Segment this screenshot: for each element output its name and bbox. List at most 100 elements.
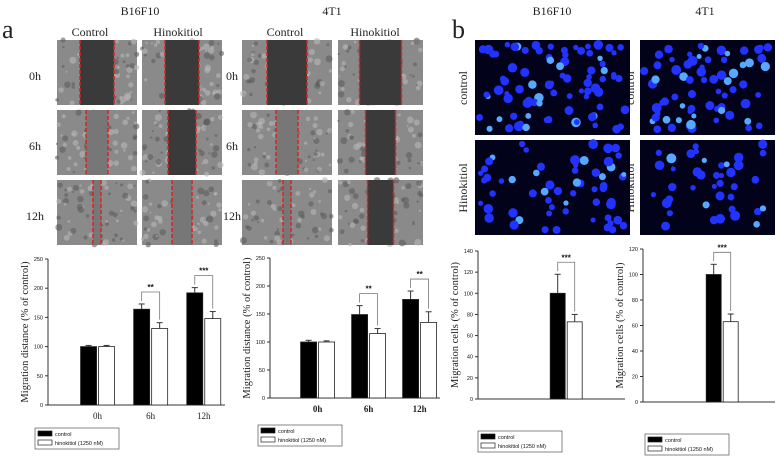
nucleus — [754, 207, 762, 216]
x-tick-label: 0h — [93, 411, 103, 421]
bar-hinokitiol — [204, 318, 222, 406]
nucleus — [592, 122, 599, 129]
cell-texture — [115, 182, 118, 185]
panel-a-letter: a — [2, 15, 14, 44]
nucleus — [478, 200, 484, 206]
nucleus — [715, 191, 725, 201]
nucleus — [615, 152, 622, 159]
cell-texture — [343, 168, 349, 174]
nucleus — [603, 156, 614, 167]
cell-texture — [407, 126, 414, 133]
cell-texture — [115, 219, 119, 223]
cell-texture — [343, 45, 347, 48]
nucleus — [620, 105, 630, 115]
t41-hinokitiol-micrograph — [337, 109, 424, 175]
cell-texture — [313, 116, 319, 121]
nucleus — [573, 162, 579, 168]
nucleus — [718, 106, 726, 115]
nucleus — [744, 117, 752, 125]
cell-texture — [348, 156, 355, 163]
bar-control — [705, 274, 722, 403]
cell-texture — [214, 239, 218, 243]
cell-texture — [63, 234, 70, 241]
legend-swatch-hinokitiol — [480, 442, 496, 449]
nucleus — [727, 193, 735, 201]
cell-texture — [308, 49, 315, 56]
cell-texture — [152, 233, 159, 241]
cell-texture — [345, 129, 349, 133]
cell-texture — [209, 54, 215, 61]
cell-texture — [266, 199, 272, 205]
nucleus — [504, 91, 510, 97]
cell-texture — [268, 120, 274, 126]
cell-texture — [316, 166, 322, 172]
t41-hinokitiol-micrograph — [337, 37, 423, 107]
nucleus — [505, 124, 514, 133]
cell-texture — [119, 96, 127, 103]
cell-texture — [406, 116, 414, 124]
cell-texture — [259, 125, 264, 130]
cell-texture — [56, 198, 62, 204]
cell-texture — [213, 191, 218, 196]
nucleus — [550, 89, 558, 97]
cell-texture — [251, 68, 256, 74]
nucleus — [598, 173, 606, 181]
cell-texture — [62, 135, 69, 142]
cell-texture — [71, 130, 78, 137]
significance-label: *** — [199, 267, 209, 276]
cell-texture — [201, 200, 207, 206]
y-tick-label: 100 — [629, 273, 638, 279]
nucleus — [483, 44, 494, 55]
nucleus — [650, 191, 657, 198]
cell-texture — [72, 184, 80, 191]
legend-swatch-control — [480, 433, 496, 440]
significance-bracket — [194, 275, 214, 309]
cell-texture — [323, 235, 330, 242]
cell-texture — [313, 152, 318, 157]
cell-texture — [240, 90, 247, 97]
y-axis-label: Migration distance (% of control) — [20, 261, 31, 403]
cell-texture — [337, 158, 343, 164]
cell-texture — [318, 200, 322, 203]
bar-control — [133, 308, 151, 406]
cell-texture — [201, 238, 207, 244]
cell-texture — [239, 236, 247, 244]
cell-texture — [195, 195, 199, 199]
cell-texture — [415, 85, 421, 91]
cell-texture — [125, 53, 130, 58]
cell-texture — [145, 41, 148, 45]
nucleus — [528, 80, 537, 89]
cell-texture — [410, 41, 415, 46]
cell-texture — [243, 214, 249, 220]
nucleus — [690, 184, 696, 191]
cell-texture — [393, 177, 400, 184]
nucleus — [755, 91, 762, 98]
cell-texture — [211, 151, 218, 158]
nucleus — [483, 203, 494, 214]
cell-texture — [401, 186, 405, 190]
legend-box — [644, 433, 730, 456]
nucleus — [664, 44, 673, 54]
cell-texture — [123, 148, 126, 152]
nucleus — [730, 210, 741, 221]
nucleus — [510, 42, 520, 52]
cell-texture — [151, 130, 154, 133]
cell-texture — [402, 79, 408, 85]
cell-texture — [261, 53, 267, 59]
nucleus — [552, 225, 561, 234]
nucleus — [670, 166, 676, 172]
nucleus — [486, 125, 493, 132]
cell-texture — [72, 170, 76, 174]
nucleus — [751, 175, 760, 184]
cell-texture — [212, 145, 220, 152]
cell-texture — [127, 154, 134, 161]
cell-texture — [309, 187, 312, 191]
cell-texture — [398, 239, 406, 247]
cell-texture — [125, 64, 130, 68]
cell-texture — [200, 46, 204, 51]
cell-texture — [62, 142, 67, 147]
nucleus — [597, 55, 603, 62]
nucleus — [496, 116, 503, 123]
nucleus — [549, 80, 555, 86]
nucleus — [739, 80, 748, 89]
